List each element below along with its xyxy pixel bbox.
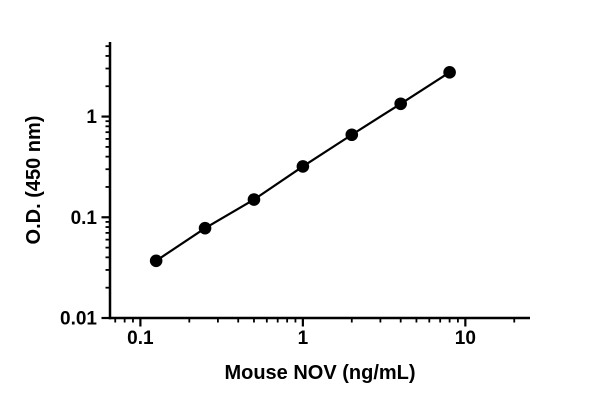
data-point — [443, 66, 456, 79]
data-point — [149, 254, 163, 268]
x-axis-title: Mouse NOV (ng/mL) — [224, 362, 415, 384]
x-tick-label: 1 — [298, 328, 309, 349]
x-tick-label: 0.1 — [127, 328, 154, 349]
data-point — [247, 193, 261, 206]
data-point — [296, 160, 310, 173]
x-tick-label: 10 — [455, 328, 476, 349]
y-tick-label: 0.1 — [71, 208, 98, 229]
y-tick-label: 0.01 — [60, 309, 97, 330]
data-point — [198, 221, 212, 235]
y-axis-title: O.D. (450 nm) — [23, 116, 45, 245]
data-point — [345, 128, 359, 142]
y-tick-label: 1 — [86, 107, 97, 128]
data-point — [394, 97, 407, 111]
